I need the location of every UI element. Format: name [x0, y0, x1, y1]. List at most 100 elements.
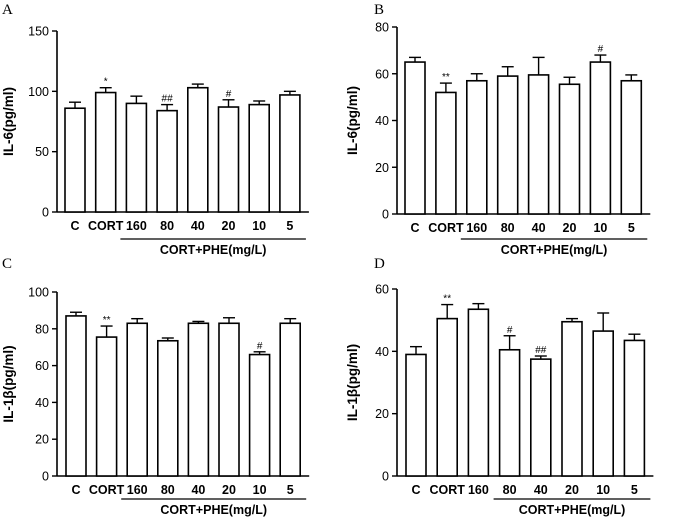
- bar: [623, 339, 646, 477]
- group-label: CORT+PHE(mg/L): [519, 503, 626, 517]
- group-label: CORT+PHE(mg/L): [160, 243, 267, 257]
- x-tick-label: 40: [191, 483, 205, 497]
- x-tick-label: 5: [286, 219, 293, 233]
- x-tick-label: 5: [628, 221, 635, 235]
- y-tick-label: 40: [375, 114, 389, 128]
- x-tick-label: 160: [126, 219, 147, 233]
- significance-mark: **: [442, 72, 450, 83]
- y-axis-label: IL-1β(pg/ml): [345, 344, 360, 421]
- significance-mark: #: [598, 44, 604, 55]
- significance-mark: #: [226, 89, 232, 100]
- chart-panel-b: B 0 20 40 60 80 IL-6(pg/ml) C ** CORT 160 80 40 20 #10…: [345, 2, 651, 257]
- x-tick-label: 80: [501, 221, 515, 235]
- x-tick-label: CORT: [89, 483, 125, 497]
- bar: [529, 358, 552, 477]
- y-tick-label: 100: [28, 286, 49, 300]
- x-tick-label: CORT: [88, 219, 124, 233]
- chart-panel-c: C 0 20 40 60 80 100 IL-1β(pg/ml) C ** CORT 160 80 40 2…: [1, 256, 310, 517]
- x-tick-label: 80: [161, 483, 175, 497]
- significance-mark: #: [507, 325, 513, 336]
- bar: [65, 315, 87, 477]
- panel-letter: B: [374, 2, 384, 18]
- bar: [64, 107, 86, 213]
- y-tick-label: 60: [375, 283, 389, 297]
- x-tick-label: 10: [253, 483, 267, 497]
- bar: [435, 91, 457, 215]
- x-tick-label: 160: [127, 483, 148, 497]
- bar: [561, 320, 583, 477]
- bar: [156, 109, 178, 213]
- y-tick-label: 0: [42, 206, 49, 220]
- y-tick-label: 20: [375, 161, 389, 175]
- x-tick-label: 40: [191, 219, 205, 233]
- y-tick-label: 60: [375, 67, 389, 81]
- x-tick-label: 5: [631, 483, 638, 497]
- bar: [94, 91, 117, 213]
- panel-letter: D: [374, 256, 385, 272]
- y-tick-label: 20: [35, 433, 49, 447]
- x-tick-label: C: [71, 483, 80, 497]
- x-tick-label: 20: [563, 221, 577, 235]
- bar: [527, 74, 550, 215]
- bar: [217, 106, 240, 213]
- bar: [218, 322, 240, 477]
- y-tick-label: 0: [382, 470, 389, 484]
- x-tick-label: 80: [160, 219, 174, 233]
- significance-mark: *: [104, 77, 108, 88]
- significance-mark: **: [103, 315, 111, 326]
- x-tick-label: CORT: [428, 221, 464, 235]
- bar: [620, 79, 643, 215]
- y-tick-label: 20: [375, 407, 389, 421]
- significance-mark: **: [443, 294, 451, 305]
- chart-panel-d: D 0 20 40 60 IL-1β(pg/ml) C ** CORT 160 #80 ## 40 20 1…: [345, 256, 654, 517]
- x-tick-label: 160: [468, 483, 489, 497]
- x-tick-label: 80: [503, 483, 517, 497]
- x-tick-label: CORT: [429, 483, 465, 497]
- panel-letter: C: [2, 256, 12, 272]
- y-tick-label: 60: [35, 359, 49, 373]
- bar: [589, 61, 612, 215]
- bar: [187, 86, 209, 213]
- y-tick-label: 80: [375, 21, 389, 35]
- bar: [465, 79, 488, 215]
- bar: [279, 322, 302, 477]
- y-tick-label: 50: [35, 145, 49, 159]
- y-tick-label: 0: [382, 208, 389, 222]
- significance-mark: #: [257, 341, 263, 352]
- bar: [558, 83, 581, 215]
- x-tick-label: 10: [596, 483, 610, 497]
- x-tick-label: C: [410, 221, 419, 235]
- x-tick-label: 5: [287, 483, 294, 497]
- bar: [248, 353, 271, 477]
- y-axis-label: IL-6(pg/ml): [1, 87, 16, 156]
- x-tick-label: 20: [565, 483, 579, 497]
- bar: [279, 94, 301, 213]
- y-tick-label: 40: [375, 345, 389, 359]
- bar: [157, 339, 179, 477]
- group-label: CORT+PHE(mg/L): [160, 503, 267, 517]
- x-tick-label: 10: [593, 221, 607, 235]
- bar: [496, 75, 519, 215]
- bar: [126, 322, 148, 477]
- x-tick-label: 10: [252, 219, 266, 233]
- y-tick-label: 40: [35, 396, 49, 410]
- bar: [95, 336, 118, 477]
- x-tick-label: C: [70, 219, 79, 233]
- x-tick-label: C: [411, 483, 420, 497]
- bar: [592, 330, 615, 477]
- y-tick-label: 0: [42, 470, 49, 484]
- x-tick-label: 40: [534, 483, 548, 497]
- y-tick-label: 80: [35, 322, 49, 336]
- group-label: CORT+PHE(mg/L): [501, 243, 608, 257]
- significance-mark: ##: [535, 345, 547, 356]
- bar: [404, 61, 426, 215]
- y-tick-label: 100: [28, 85, 49, 99]
- bar: [405, 353, 427, 477]
- x-tick-label: 20: [222, 483, 236, 497]
- x-tick-label: 20: [222, 219, 236, 233]
- panel-letter: A: [2, 2, 13, 18]
- bar: [498, 348, 521, 477]
- x-tick-label: 160: [466, 221, 487, 235]
- bar: [187, 322, 210, 477]
